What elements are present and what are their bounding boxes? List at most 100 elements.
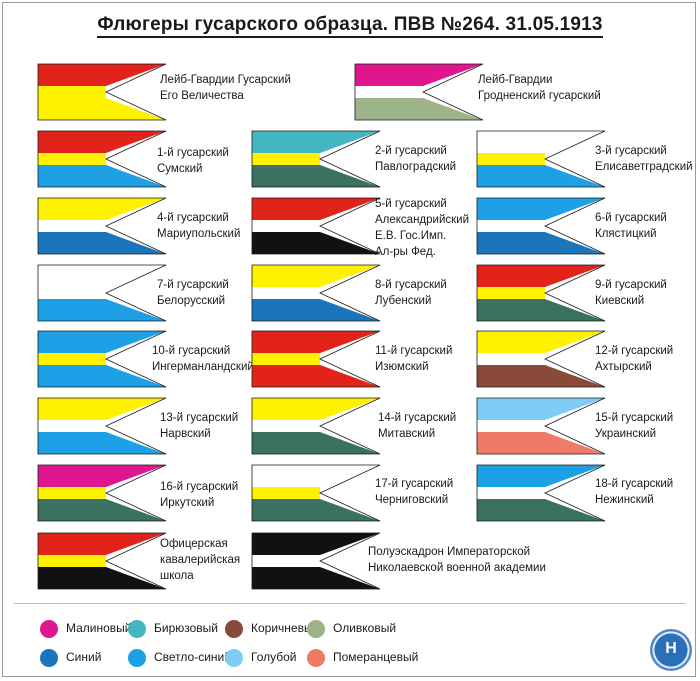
flag-label-line: 3-й гусарский (595, 145, 667, 157)
flag-h1-mid-band (38, 153, 106, 165)
flag-h2-bottom-band (252, 165, 380, 187)
flag-label-line: 4-й гусарский (157, 212, 229, 224)
flag-label-line: школа (160, 570, 194, 582)
flag-lg-grodno-mid-band (355, 86, 423, 98)
flag-h4-mid-band (38, 220, 106, 232)
flag-h12-bottom-band (477, 365, 605, 387)
flag-h1-outline (37, 130, 167, 188)
flag-h10-label: 10-й гусарский Ингерманландский (152, 343, 254, 375)
flag-lg-grodno-graphic (354, 63, 484, 121)
legend-label: Синий (66, 650, 102, 664)
flag-nicholas (251, 532, 381, 590)
flag-h9-outline (476, 264, 606, 322)
flag-h8-graphic (251, 264, 381, 322)
legend-swatch (307, 620, 325, 638)
flag-h10 (37, 330, 167, 388)
legend-swatch (40, 620, 58, 638)
flag-h6 (476, 197, 606, 255)
legend-divider (14, 603, 686, 604)
flag-h15-top-band (477, 398, 605, 420)
flag-label-line: 14-й гусарский (378, 412, 457, 424)
flag-lg-grodno-label: Лейб-Гвардии Гродненский гусарский (478, 72, 601, 104)
flag-h18-graphic (476, 464, 606, 522)
flag-label-line: Е.В. Гос.Имп. (375, 230, 447, 242)
flag-label-line: Лейб-Гвардии (478, 74, 553, 86)
flag-h10-mid-band (38, 353, 106, 365)
flag-label-line: 9-й гусарский (595, 279, 667, 291)
flag-h11-graphic (251, 330, 381, 388)
flag-h10-graphic (37, 330, 167, 388)
flag-lg-hussar (37, 63, 167, 121)
flag-label-line: 16-й гусарский (160, 481, 239, 493)
flag-label-line: Иркутский (160, 497, 215, 509)
flag-h8-bottom-band (252, 299, 380, 321)
flag-h17-label: 17-й гусарский Черниговский (375, 476, 453, 508)
flag-h1-graphic (37, 130, 167, 188)
flag-label-line: 15-й гусарский (595, 412, 674, 424)
flag-h15 (476, 397, 606, 455)
legend-label: Бирюзовый (154, 621, 218, 635)
flag-h11-label: 11-й гусарский Изюмский (375, 343, 452, 375)
flag-h18-bottom-band (477, 499, 605, 521)
legend-swatch (128, 620, 146, 638)
flag-h2-graphic (251, 130, 381, 188)
flag-h17-bottom-band (252, 499, 380, 521)
legend-label: Померанцевый (333, 650, 419, 664)
flag-label-line: Офицерская (160, 538, 228, 550)
flag-label-line: 5-й гусарский (375, 198, 447, 210)
emblem-letter: Н (665, 640, 677, 657)
flag-h8 (251, 264, 381, 322)
flag-h12-mid-band (477, 353, 545, 365)
flag-h3-mid-band (477, 153, 545, 165)
flag-h7-label: 7-й гусарский Белорусский (157, 277, 229, 309)
flag-h13-outline (37, 397, 167, 455)
flag-label-line: 6-й гусарский (595, 212, 667, 224)
flag-h7-bottom-band (38, 299, 166, 321)
flag-h13-mid-band (38, 420, 106, 432)
flag-h5-outline (251, 197, 381, 255)
flag-h7-outline (37, 264, 167, 322)
flag-label-line: кавалерийская (160, 554, 241, 566)
flag-h18-label: 18-й гусарский Нежинский (595, 476, 673, 508)
flag-h6-mid-band (477, 220, 545, 232)
legend-label: Коричневый (251, 621, 320, 635)
flag-label-line: 18-й гусарский (595, 478, 674, 490)
flag-nicholas-graphic (251, 532, 381, 590)
flag-h16-outline (37, 464, 167, 522)
flag-label-line: Ингерманландский (152, 361, 254, 373)
legend-label: Малиновый (66, 621, 132, 635)
flag-lg-grodno (354, 63, 484, 121)
flag-h9 (476, 264, 606, 322)
flag-h9-label: 9-й гусарский Киевский (595, 277, 667, 309)
flag-h15-outline (476, 397, 606, 455)
flag-lg-hussar-bottom-band (38, 98, 166, 120)
flag-label-line: Полуэскадрон Императорской (368, 546, 531, 558)
flag-label-line: Изюмский (375, 361, 429, 373)
flag-h7-top-band (38, 265, 166, 287)
flag-h9-bottom-band (477, 299, 605, 321)
flag-label-line: 11-й гусарский (375, 345, 453, 357)
flag-h2 (251, 130, 381, 188)
flag-nicholas-top-band (252, 533, 380, 555)
flag-h12 (476, 330, 606, 388)
flag-label-line: 8-й гусарский (375, 279, 447, 291)
flag-label-line: Нежинский (595, 494, 654, 506)
flag-label-line: Киевский (595, 295, 645, 307)
flag-h14 (251, 397, 381, 455)
flag-label-line: Елисаветградский (595, 161, 693, 173)
flag-h5-top-band (252, 198, 380, 220)
flag-nicholas-mid-band (252, 555, 320, 567)
flag-label-line: Лубенский (375, 295, 432, 307)
flag-h3-outline (476, 130, 606, 188)
flag-h13-top-band (38, 398, 166, 420)
flag-h14-graphic (251, 397, 381, 455)
flag-label-line: Сумский (157, 163, 203, 175)
flag-h14-top-band (252, 398, 380, 420)
flag-label-line: 1-й гусарский (157, 147, 229, 159)
flag-label-line: Ахтырский (595, 361, 652, 373)
flag-officer-bottom-band (38, 567, 166, 589)
flag-label-line: Павлоградский (375, 161, 457, 173)
flag-h2-mid-band (252, 153, 320, 165)
flag-officer-top-band (38, 533, 166, 555)
